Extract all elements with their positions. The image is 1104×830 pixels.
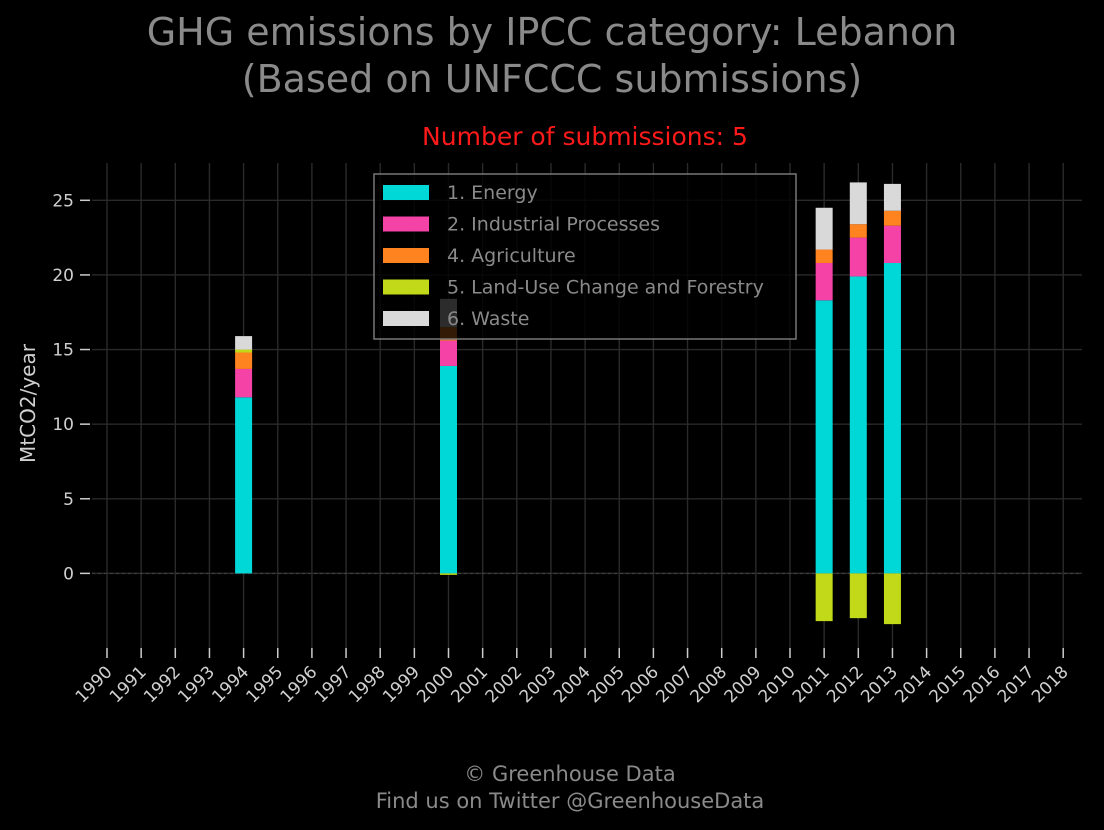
bar-segment (815, 573, 833, 622)
x-tick-label: 2000 (413, 662, 458, 707)
y-tick-label: 5 (63, 490, 74, 510)
bar-segment (440, 340, 457, 366)
x-tick-label: 1994 (208, 662, 253, 707)
bar-segment (440, 365, 457, 574)
footer-twitter: Find us on Twitter @GreenhouseData (375, 789, 765, 813)
x-tick-label: 2002 (482, 662, 527, 707)
chart-title-line1: GHG emissions by IPCC category: Lebanon (146, 10, 958, 54)
bar-segment (235, 349, 253, 353)
x-tick-label: 1999 (379, 662, 424, 707)
y-axis-label: MtCO2/year (16, 343, 40, 463)
legend-label: 1. Energy (447, 182, 538, 204)
bar-segment (815, 249, 833, 263)
bar-segment (883, 183, 901, 211)
legend-box (373, 173, 797, 340)
bar-segment (849, 276, 867, 574)
x-tick-label: 2003 (516, 662, 561, 707)
y-tick-label: 0 (63, 564, 74, 584)
x-tick-label: 2018 (1028, 662, 1073, 707)
legend-swatch (383, 311, 429, 326)
y-tick-label: 20 (52, 266, 74, 286)
x-tick-label: 2009 (721, 662, 766, 707)
x-tick-label: 1997 (311, 662, 356, 707)
bar-segment (235, 368, 253, 398)
bar-segment (235, 397, 253, 574)
chart-title-line2: (Based on UNFCCC submissions) (241, 57, 863, 101)
bar-segment (849, 182, 867, 225)
y-tick-label: 15 (52, 341, 74, 361)
bar-segment (849, 237, 867, 277)
legend-swatch (383, 279, 429, 295)
x-tick-label: 2008 (687, 662, 732, 707)
x-tick-label: 1991 (106, 662, 151, 707)
x-tick-label: 1993 (174, 662, 219, 707)
x-tick-label: 2007 (652, 662, 697, 707)
legend-swatch (383, 248, 429, 263)
x-tick-label: 2011 (789, 662, 834, 707)
legend-label: 4. Agriculture (447, 245, 576, 267)
x-tick-label: 1992 (140, 662, 185, 707)
x-tick-label: 2012 (823, 662, 868, 707)
legend-label: 5. Land-Use Change and Forestry (447, 277, 764, 299)
bar-segment (815, 207, 833, 250)
legend-swatch (383, 185, 429, 200)
footer-copyright: © Greenhouse Data (464, 762, 676, 786)
x-tick-label: 1995 (243, 662, 288, 707)
y-tick-label: 10 (52, 415, 74, 435)
x-tick-label: 2004 (550, 662, 595, 707)
x-tick-label: 1996 (277, 662, 322, 707)
x-tick-label: 2006 (618, 662, 663, 707)
x-tick-label: 2016 (960, 662, 1005, 707)
bar-segment (883, 262, 901, 574)
y-tick-label: 25 (52, 191, 74, 211)
bar-segment (815, 300, 833, 574)
bar-segment (883, 573, 901, 625)
x-tick-label: 2013 (857, 662, 902, 707)
x-tick-label: 2001 (447, 662, 492, 707)
legend-swatch (383, 216, 429, 232)
chart-subtitle: Number of submissions: 5 (422, 122, 748, 151)
x-tick-label: 2005 (584, 662, 629, 707)
legend-label: 6. Waste (447, 308, 529, 330)
x-tick-label: 2014 (891, 662, 936, 707)
bar-segment (815, 262, 833, 301)
bar-segment (440, 573, 457, 575)
bar-segment (883, 210, 901, 226)
bar-segment (235, 336, 253, 350)
x-tick-label: 2015 (926, 662, 971, 707)
x-tick-label: 2017 (994, 662, 1039, 707)
legend-label: 2. Industrial Processes (447, 214, 660, 236)
bar-segment (849, 224, 867, 238)
x-tick-label: 1990 (72, 662, 117, 707)
bar-segment (849, 573, 867, 619)
x-tick-label: 1998 (345, 662, 390, 707)
bar-segment (883, 225, 901, 263)
x-tick-label: 2010 (755, 662, 800, 707)
bar-segment (235, 352, 253, 369)
